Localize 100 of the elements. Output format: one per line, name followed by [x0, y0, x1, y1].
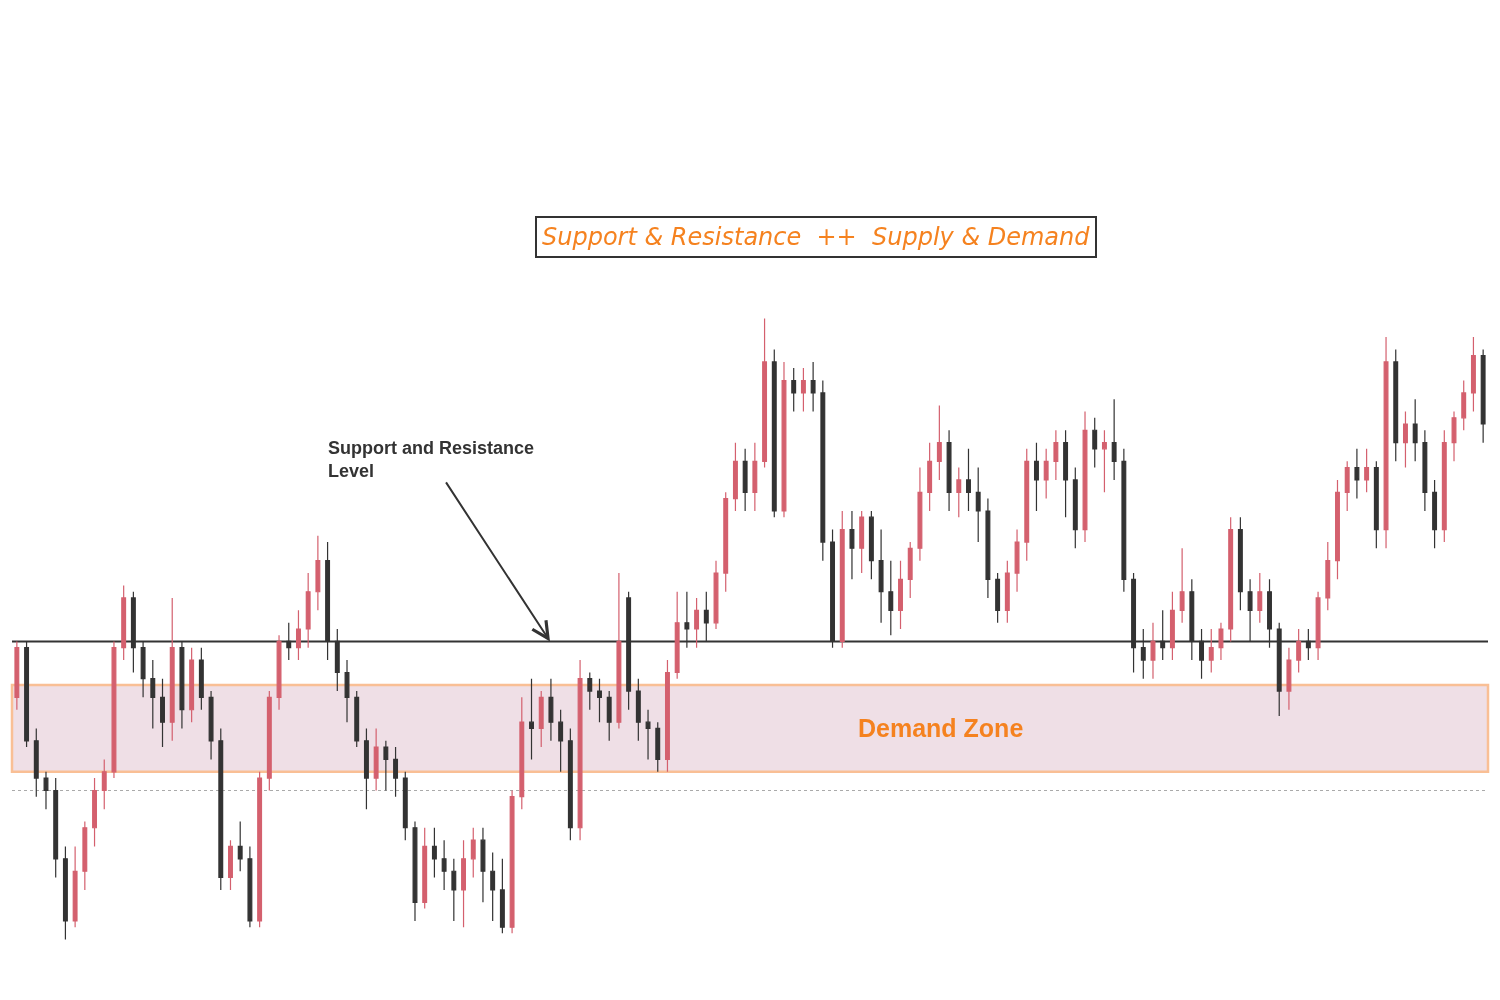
candlestick [587, 671, 593, 711]
candlestick [616, 572, 622, 729]
candlestick [538, 690, 544, 748]
candlestick [1373, 460, 1379, 549]
candlestick [480, 827, 486, 903]
candlestick [645, 709, 651, 761]
candlestick [1150, 622, 1156, 680]
candlestick [1092, 417, 1098, 469]
candlestick [548, 678, 554, 742]
candlestick [1024, 448, 1030, 562]
ref-line-label: Support and Resistance Level [328, 438, 535, 482]
candlestick [1053, 429, 1059, 481]
candlestick [723, 491, 729, 593]
candlestick [1461, 379, 1467, 431]
candlestick [1121, 448, 1127, 593]
candlestick [393, 746, 399, 798]
candlestick [451, 858, 457, 922]
candlestick [111, 640, 117, 779]
candlestick [975, 466, 981, 543]
candlestick [1179, 547, 1185, 624]
candlestick [606, 690, 612, 742]
candlestick [1111, 398, 1117, 481]
candlestick [762, 317, 768, 469]
candlestick [810, 361, 816, 413]
candlestick [1296, 628, 1302, 674]
candlestick [732, 442, 738, 512]
candlestick [499, 858, 505, 934]
candlestick [1014, 529, 1020, 593]
candlestick [266, 690, 272, 792]
candlestick [742, 448, 748, 512]
candlestick [257, 771, 263, 928]
candlestick [1033, 442, 1039, 512]
candlestick [878, 529, 884, 624]
candlestick [490, 852, 496, 922]
candlestick [985, 497, 991, 599]
candlestick [1237, 516, 1243, 611]
candlestick [1364, 448, 1370, 493]
candlestick [1412, 398, 1418, 462]
candlestick [82, 820, 88, 891]
candlestick [383, 740, 389, 792]
candlestick [529, 678, 534, 761]
candlestick [33, 727, 39, 798]
candlestick [1451, 411, 1457, 462]
candlestick [461, 839, 467, 928]
chart-title: Support & Resistance ++ Supply & Demand [542, 223, 1091, 251]
candlestick [101, 758, 107, 810]
candlestick [228, 839, 233, 891]
candlestick [674, 591, 680, 680]
candlestick [946, 429, 952, 512]
candlestick [558, 709, 564, 773]
candlestick [354, 690, 360, 748]
candlestick [752, 442, 758, 512]
candlestick [1286, 647, 1292, 711]
candlestick [363, 727, 369, 810]
candlestick [655, 721, 661, 773]
candlestick [1004, 560, 1010, 624]
candlestick [1101, 429, 1107, 493]
candlestick [62, 845, 68, 941]
candlestick [839, 510, 845, 649]
candlestick [1218, 622, 1224, 661]
candlestick [1432, 479, 1438, 549]
candlestick [1082, 411, 1088, 543]
candlestick [295, 609, 301, 661]
candlestick [907, 541, 913, 599]
candlestick [635, 678, 641, 742]
candlestick [1325, 541, 1331, 611]
candlestick [927, 442, 933, 512]
candlestick [402, 771, 408, 841]
candlestick [1402, 411, 1408, 469]
candlestick [597, 678, 602, 723]
candlestick [53, 777, 59, 879]
candlestick [995, 572, 1001, 624]
candlestick [198, 647, 204, 711]
candlestick [1422, 429, 1428, 512]
candlestick [1043, 448, 1049, 500]
candlestick [441, 839, 447, 891]
candlestick [1393, 348, 1399, 462]
candlestick [868, 510, 874, 580]
candlestick [237, 820, 243, 872]
candlestick [791, 367, 797, 413]
candlestick [72, 845, 78, 928]
candlestick [189, 647, 195, 723]
candlestick [898, 560, 903, 630]
candlestick [1257, 572, 1263, 624]
candlestick [1470, 336, 1476, 413]
candlestick [1228, 516, 1234, 643]
candlestick [431, 827, 437, 879]
candlestick [1169, 591, 1175, 661]
candlestick [1441, 429, 1447, 543]
candlestick [936, 404, 942, 481]
candlestick [276, 634, 282, 711]
candlestick [664, 659, 670, 773]
candlestick [422, 827, 428, 910]
candlestick [966, 448, 971, 512]
candlestick [218, 727, 224, 891]
candlestick [800, 367, 806, 413]
candlestick [92, 777, 98, 847]
candlestick [344, 659, 350, 723]
candlestick [1344, 460, 1350, 512]
candlestick [849, 510, 855, 580]
